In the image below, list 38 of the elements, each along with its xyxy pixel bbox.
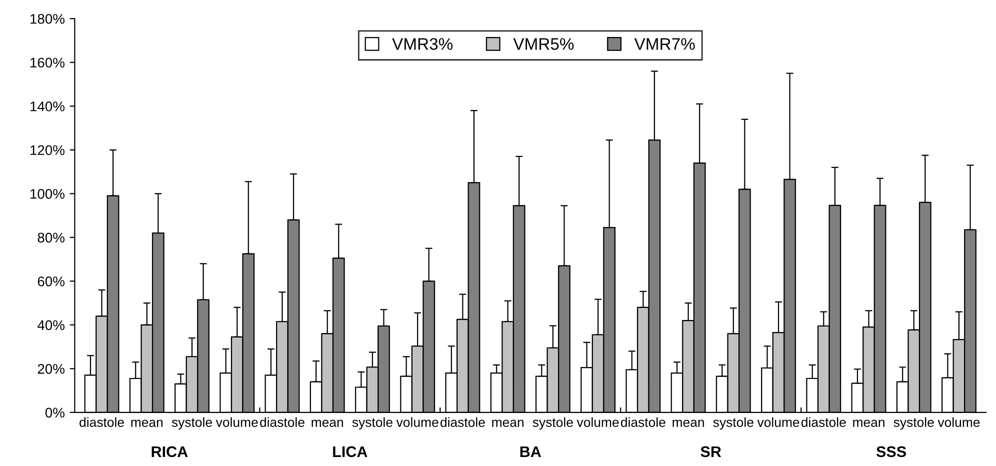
text: SSS (876, 446, 906, 458)
x-tick-label: systole (352, 417, 392, 430)
x-tick-label: diastole (620, 417, 666, 427)
x-tick-label: diastole (80, 417, 124, 427)
x-tick-label: systole (532, 417, 573, 430)
text: BA (520, 446, 541, 457)
y-tick-label: 120% (30, 145, 64, 156)
text: LICA (333, 446, 368, 458)
legend-label: VMR7% (634, 38, 695, 50)
y-tick-label: 60% (38, 276, 64, 286)
y-tick-label: 40% (38, 320, 64, 330)
x-tick-label: diastole (801, 417, 846, 427)
x-tick-label: systole (713, 417, 754, 430)
x-tick-label: volume (216, 417, 258, 427)
x-tick-label: diastole (440, 417, 485, 427)
text: SR (700, 446, 722, 458)
y-tick-label: 0% (45, 408, 64, 418)
text: RICA (152, 446, 188, 458)
legend-label: VMR5% (513, 38, 574, 50)
y-tick-label: 20% (38, 364, 64, 374)
y-tick-label: 100% (30, 188, 64, 199)
x-tick-label: systole (894, 417, 934, 430)
x-tick-label: volume (757, 417, 800, 427)
legend-label: VMR3% (392, 38, 453, 50)
x-tick-label: systole (172, 417, 212, 430)
y-tick-label: 180% (30, 14, 64, 24)
x-tick-label: mean (853, 420, 884, 427)
y-tick-label: 160% (30, 58, 64, 68)
x-tick-label: mean (672, 420, 704, 427)
x-tick-label: volume (396, 417, 438, 427)
x-tick-label: diastole (260, 417, 304, 427)
x-tick-label: mean (492, 420, 524, 427)
x-tick-label: mean (131, 420, 163, 427)
x-tick-label: mean (312, 420, 343, 427)
x-tick-label: volume (576, 417, 619, 427)
y-tick-label: 140% (30, 101, 64, 112)
x-tick-label: volume (938, 417, 980, 427)
y-tick-label: 80% (38, 232, 64, 243)
